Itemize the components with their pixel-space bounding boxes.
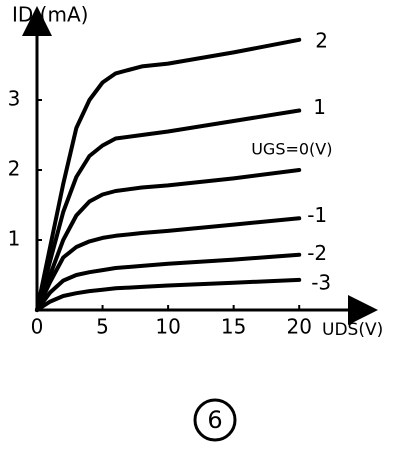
x-tick-label: 15	[221, 315, 246, 339]
curve	[35, 37, 302, 312]
x-tick-label: 10	[155, 315, 180, 339]
curve-label: -3	[311, 270, 331, 294]
curve	[35, 277, 302, 312]
x-axis-title: UDS(V)	[322, 320, 383, 340]
x-tick-label: 5	[96, 315, 109, 339]
figure-circle	[193, 398, 237, 442]
y-tick-label: 3	[8, 87, 21, 111]
x-tick-label: 20	[286, 315, 311, 339]
x-tick-label: 0	[31, 315, 44, 339]
curve-label: 1	[313, 95, 326, 119]
curve	[35, 252, 302, 312]
figure-label: 6	[207, 406, 222, 434]
curve-label: -2	[307, 241, 327, 265]
curve-label: UGS=0(V)	[251, 140, 332, 159]
curve-label: 2	[315, 28, 328, 52]
curve	[35, 108, 302, 312]
y-axis-title: ID (mA)	[12, 3, 88, 27]
curve	[35, 168, 302, 312]
curve	[35, 216, 302, 312]
curve-label: -1	[307, 203, 327, 227]
y-tick-label: 2	[8, 157, 21, 181]
y-tick-label: 1	[8, 227, 21, 251]
